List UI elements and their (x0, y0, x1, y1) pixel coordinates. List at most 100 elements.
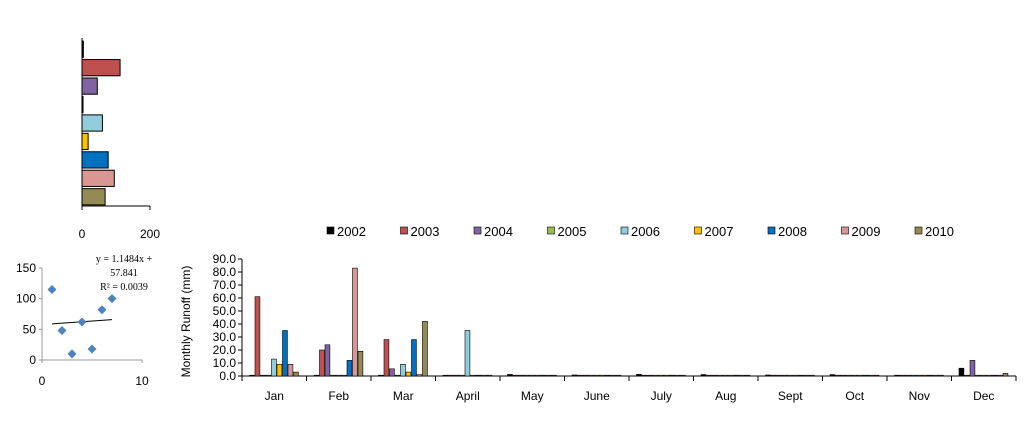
main-y-tick-label: 0.0 (219, 369, 236, 383)
bar-2006-July (658, 374, 664, 377)
bar-2005-July (652, 374, 659, 377)
scatter-point (97, 305, 107, 315)
bar-2010-Oct (873, 374, 880, 377)
bar-2010-Sept (809, 374, 815, 377)
bar-2003-June (577, 374, 583, 377)
bar-2002-Feb (313, 374, 320, 377)
bar-2006-Oct (851, 374, 858, 377)
legend-swatch-2009 (841, 226, 849, 235)
legend-label-2006: 2006 (631, 224, 660, 239)
bar-2002-Aug (700, 374, 707, 377)
scatter-point (67, 349, 77, 359)
bar-2008-Nov (927, 374, 933, 377)
bar-2010-Nov (938, 374, 944, 377)
scatter-y-tick-label: 50 (23, 322, 37, 336)
bar-2004-Dec (969, 360, 976, 377)
main-y-tick-label: 30.0 (213, 330, 237, 344)
bar-2002-Jan (249, 374, 255, 377)
month-label-mar: Mar (393, 389, 414, 403)
bar-2007-Feb (341, 374, 347, 377)
bar-2003-April (448, 374, 454, 377)
bar-2003-Dec (964, 374, 970, 377)
bar-2009-Aug (739, 374, 745, 377)
bar-2008-Feb (346, 360, 353, 377)
month-label-april: April (456, 389, 480, 403)
scatter-point (87, 344, 97, 354)
legend-label-2002: 2002 (337, 224, 366, 239)
bar-2010-June (615, 374, 622, 377)
bar-2007-Oct (857, 374, 863, 377)
month-label-feb: Feb (328, 389, 349, 403)
legend-label-2010: 2010 (925, 224, 954, 239)
bar-2006-May (529, 374, 535, 377)
bar-2008-Dec (991, 374, 998, 377)
bar-2004-Nov (905, 374, 911, 377)
hbar-2006 (81, 114, 103, 132)
bar-2010-Aug (744, 374, 751, 377)
bar-2006-Nov (916, 374, 922, 377)
scatter-chart: 0 50 100 150 0 10 y = 1.1484x + 57.841 R² = 0.00… (16, 254, 153, 388)
hbar-2003 (81, 59, 121, 77)
bar-2006-June (593, 374, 600, 377)
trendline-equation-line: y = 1.1484x + (96, 254, 153, 265)
legend-swatch-2004 (473, 226, 482, 235)
month-label-dec: Dec (973, 389, 994, 403)
bar-2009-July (674, 374, 681, 377)
bar-2004-May (518, 374, 524, 377)
bar-2002-Dec (958, 367, 965, 377)
bar-2004-July (647, 374, 653, 377)
legend-swatch-2007 (694, 226, 702, 235)
trendline-equation-line: 57.841 (110, 268, 138, 279)
bar-2005-Feb (330, 374, 336, 377)
main-y-tick-label: 80.0 (213, 265, 237, 279)
bar-2010-July (680, 374, 686, 377)
hbar-2004 (81, 77, 98, 95)
main-y-tick-label: 70.0 (213, 278, 237, 292)
hbar-2009 (81, 169, 115, 187)
scatter-point (107, 294, 117, 304)
bar-2006-Dec (980, 374, 987, 377)
bar-2002-June (571, 374, 578, 377)
bar-2008-Aug (733, 374, 740, 377)
bar-2010-Jan (293, 371, 299, 377)
month-label-july: July (651, 389, 672, 403)
bar-2007-Sept (792, 374, 799, 377)
bar-2007-June (599, 374, 605, 377)
main-y-tick-label: 20.0 (213, 343, 237, 357)
bar-2004-April (453, 374, 460, 377)
bar-2010-May (551, 374, 557, 377)
bar-2007-Jan (276, 363, 283, 377)
bar-2005-Sept (781, 374, 788, 377)
bar-2009-Mar (416, 374, 423, 377)
main-y-tick-label: 90.0 (213, 252, 237, 266)
scatter-y-tick-label: 0 (29, 353, 36, 367)
bar-2003-May (512, 374, 519, 377)
bar-2008-Sept (798, 374, 804, 377)
legend-swatch-2008 (767, 226, 776, 235)
legend-swatch-2002 (326, 226, 335, 235)
bar-2007-Dec (986, 374, 992, 377)
scatter-x-tick-label: 0 (39, 374, 46, 388)
main-y-tick-label: 60.0 (213, 291, 237, 305)
bar-2004-Aug (711, 374, 718, 377)
bar-2007-May (534, 374, 541, 377)
bar-2003-Jan (254, 296, 261, 377)
bar-2003-July (641, 374, 648, 377)
main-y-tick-label: 40.0 (213, 317, 237, 331)
month-label-may: May (521, 389, 544, 403)
monthly-runoff-bar-chart: 0.010.020.030.040.050.060.070.080.090.0 M… (179, 252, 1017, 403)
bar-2010-Feb (357, 350, 364, 377)
main-y-axis-label: Monthly Runoff (mm) (179, 266, 193, 378)
bar-2010-Dec (1002, 373, 1009, 377)
bar-2002-Mar (378, 374, 384, 377)
bar-2004-Feb (324, 344, 331, 377)
bar-2005-April (459, 374, 465, 377)
main-y-tick-label: 50.0 (213, 304, 237, 318)
trendline-equation-line: R² = 0.0039 (100, 282, 148, 293)
legend-label-2009: 2009 (852, 224, 881, 239)
annual-horizontal-bar-chart: 0 200 (79, 38, 160, 241)
main-y-tick-label: 10.0 (213, 356, 237, 370)
bar-2007-Aug (728, 374, 734, 377)
bar-2010-Mar (422, 321, 428, 377)
